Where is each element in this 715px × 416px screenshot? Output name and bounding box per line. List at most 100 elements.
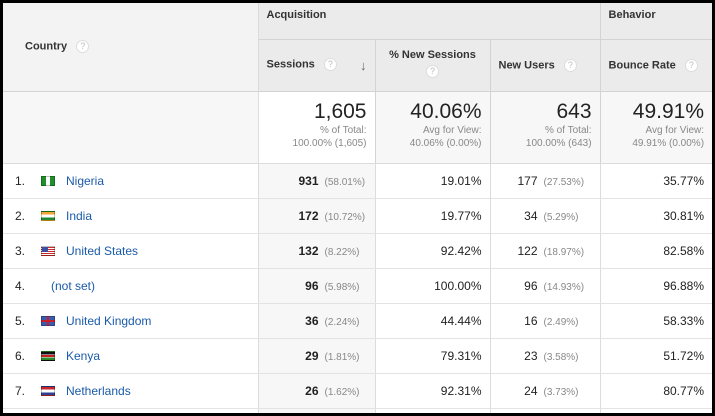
bounce-rate-cell: 30.81% bbox=[599, 198, 712, 234]
summary-label: Avg for View: bbox=[422, 124, 482, 136]
sessions-percent: (2.24%) bbox=[324, 316, 360, 328]
new-users-header-label: New Users bbox=[498, 58, 555, 71]
country-column-header[interactable]: Country ? bbox=[3, 3, 259, 92]
flag-nigeria-icon bbox=[41, 175, 55, 186]
summary-bounce-rate: 49.91% Avg for View: 49.91% (0.00%) bbox=[599, 91, 712, 164]
new-users-value: 24 bbox=[524, 383, 538, 398]
bounce-rate-column-header[interactable]: Bounce Rate ? bbox=[599, 39, 712, 92]
country-link[interactable]: India bbox=[66, 208, 93, 223]
summary-detail: 40.06% (0.00%) bbox=[409, 137, 482, 149]
new-users-percent: (2.49%) bbox=[543, 316, 579, 328]
sessions-header-label: Sessions bbox=[266, 57, 315, 70]
new-users-value: 96 bbox=[524, 278, 538, 293]
bounce-rate-cell: 51.72% bbox=[599, 338, 712, 374]
table-row: 5. United Kingdom 36 (2.24%) 44.44% 16 (2.4… bbox=[3, 303, 712, 339]
country-link[interactable]: United States bbox=[66, 243, 139, 258]
report-table: Country ? Acquisition Behavior Sessions … bbox=[3, 3, 712, 413]
sessions-column-header[interactable]: Sessions ? ↓ bbox=[257, 39, 375, 92]
summary-detail: 49.91% (0.00%) bbox=[632, 137, 705, 149]
country-cell: 5. United Kingdom bbox=[3, 303, 258, 339]
new-users-percent: (3.73%) bbox=[543, 386, 579, 398]
row-rank: 4. bbox=[15, 278, 26, 293]
help-icon[interactable]: ? bbox=[563, 58, 577, 72]
new-users-cell: 122 (18.97%) bbox=[489, 233, 601, 269]
summary-sessions: 1,605 % of Total: 100.00% (1,605) bbox=[257, 91, 375, 164]
new-users-cell: 23 (3.58%) bbox=[489, 338, 601, 374]
new-sessions-cell: 92.42% bbox=[374, 233, 490, 269]
country-cell: 7. Netherlands bbox=[3, 373, 258, 409]
sessions-percent: (5.98%) bbox=[324, 281, 360, 293]
new-sessions-cell: 100.00% bbox=[374, 268, 490, 304]
country-cell: 4. (not set) bbox=[3, 268, 258, 304]
summary-row: 1,605 % of Total: 100.00% (1,605) 40.06%… bbox=[3, 91, 712, 164]
new-users-percent: (27.53%) bbox=[543, 176, 585, 188]
help-icon[interactable]: ? bbox=[684, 58, 698, 72]
summary-new-users: 643 % of Total: 100.00% (643) bbox=[489, 91, 601, 164]
table-row: 2. India 172 (10.72%) 19.77% 34 (5.29%) 30.… bbox=[3, 198, 712, 234]
bounce-rate-cell: 80.77% bbox=[599, 373, 712, 409]
bounce-rate-header-label: Bounce Rate bbox=[608, 58, 676, 71]
country-link[interactable]: Netherlands bbox=[66, 383, 131, 398]
sessions-cell: 29 (1.81%) bbox=[257, 338, 375, 374]
new-users-cell: 34 (5.29%) bbox=[489, 198, 601, 234]
sessions-value: 931 bbox=[298, 173, 319, 188]
table-row-partial bbox=[3, 408, 712, 413]
sessions-value: 132 bbox=[298, 243, 319, 258]
new-sessions-column-header[interactable]: % New Sessions ? bbox=[374, 39, 490, 92]
new-users-cell: 177 (27.53%) bbox=[489, 163, 601, 199]
sessions-value: 26 bbox=[305, 383, 319, 398]
sessions-value: 36 bbox=[305, 313, 319, 328]
help-icon[interactable]: ? bbox=[76, 40, 90, 54]
behavior-group-header: Behavior bbox=[599, 3, 712, 40]
sessions-value: 29 bbox=[305, 348, 319, 363]
help-icon[interactable]: ? bbox=[426, 64, 439, 78]
sessions-cell: 931 (58.01%) bbox=[257, 163, 375, 199]
bounce-rate-cell: 82.58% bbox=[599, 233, 712, 269]
help-icon[interactable]: ? bbox=[323, 57, 337, 71]
new-users-cell: 96 (14.93%) bbox=[489, 268, 601, 304]
row-rank: 2. bbox=[15, 208, 26, 223]
summary-value: 643 bbox=[556, 99, 592, 123]
new-users-percent: (5.29%) bbox=[543, 211, 579, 223]
summary-label: Avg for View: bbox=[645, 124, 705, 136]
sessions-cell: 26 (1.62%) bbox=[257, 373, 375, 409]
flag-netherlands-icon bbox=[41, 385, 55, 396]
country-link[interactable]: United Kingdom bbox=[66, 313, 152, 328]
country-link[interactable]: (not set) bbox=[51, 278, 96, 293]
new-sessions-cell bbox=[374, 408, 490, 413]
new-users-percent: (3.58%) bbox=[543, 351, 579, 363]
summary-blank-cell bbox=[3, 91, 259, 164]
country-cell: 1. Nigeria bbox=[3, 163, 258, 199]
sessions-cell: 132 (8.22%) bbox=[257, 233, 375, 269]
country-header-label: Country bbox=[25, 40, 68, 53]
sessions-cell: 96 (5.98%) bbox=[257, 268, 375, 304]
sessions-percent: (10.72%) bbox=[324, 211, 366, 223]
new-users-value: 16 bbox=[524, 313, 538, 328]
bounce-rate-cell: 35.77% bbox=[599, 163, 712, 199]
new-sessions-header-label: % New Sessions bbox=[389, 48, 476, 61]
flag-kenya-icon bbox=[41, 350, 55, 361]
country-cell: 3. United States bbox=[3, 233, 258, 269]
summary-detail: 100.00% (1,605) bbox=[292, 137, 367, 149]
sort-descending-icon[interactable]: ↓ bbox=[360, 57, 367, 73]
new-users-percent: (14.93%) bbox=[543, 281, 585, 293]
flag-united-kingdom-icon bbox=[41, 315, 55, 326]
sessions-value: 96 bbox=[305, 278, 319, 293]
new-users-cell: 16 (2.49%) bbox=[489, 303, 601, 339]
country-link[interactable]: Nigeria bbox=[66, 173, 105, 188]
sessions-cell bbox=[257, 408, 375, 413]
analytics-country-table: Country ? Acquisition Behavior Sessions … bbox=[3, 3, 712, 413]
new-users-column-header[interactable]: New Users ? bbox=[489, 39, 601, 92]
summary-value: 1,605 bbox=[313, 99, 367, 123]
table-row: 4. (not set) 96 (5.98%) 100.00% 96 (14.93%)… bbox=[3, 268, 712, 304]
summary-new-sessions: 40.06% Avg for View: 40.06% (0.00%) bbox=[374, 91, 490, 164]
row-rank: 3. bbox=[15, 243, 26, 258]
country-link[interactable]: Kenya bbox=[66, 348, 101, 363]
summary-value: 40.06% bbox=[410, 99, 482, 123]
new-users-cell bbox=[489, 408, 601, 413]
new-users-value: 23 bbox=[524, 348, 538, 363]
new-users-value: 177 bbox=[517, 173, 538, 188]
country-cell: 2. India bbox=[3, 198, 258, 234]
row-rank: 1. bbox=[15, 173, 26, 188]
summary-detail: 100.00% (643) bbox=[525, 137, 592, 149]
